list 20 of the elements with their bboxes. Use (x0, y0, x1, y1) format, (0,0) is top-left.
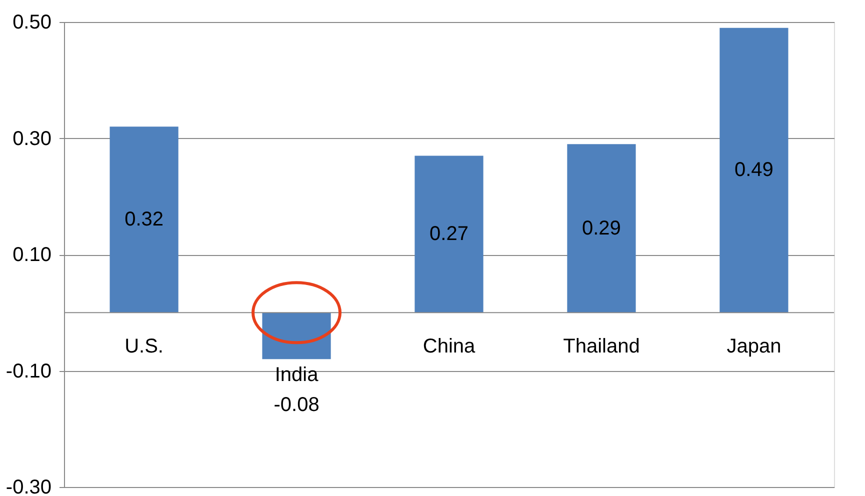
data-label: -0.08 (274, 394, 320, 416)
bar (262, 312, 331, 360)
data-label: 0.27 (430, 223, 468, 246)
bar (720, 28, 788, 313)
data-label: 0.32 (124, 208, 164, 231)
bar (110, 126, 178, 313)
y-tick-label: 0.10 (12, 244, 52, 266)
x-tick-label: India (274, 364, 320, 386)
x-tick-label: U.S. (124, 336, 164, 358)
x-tick-label: Japan (726, 336, 782, 358)
bar (567, 144, 636, 313)
y-tick-label: -0.30 (6, 476, 52, 496)
y-tick-label: 0.50 (12, 12, 52, 34)
data-label: 0.29 (582, 217, 621, 240)
bar (414, 156, 484, 313)
x-tick-label: Thailand (563, 336, 640, 358)
y-tick-label: 0.30 (12, 128, 52, 150)
y-tick-label: -0.10 (6, 360, 52, 382)
data-label: 0.49 (734, 159, 774, 182)
x-tick-label: China (422, 336, 476, 358)
